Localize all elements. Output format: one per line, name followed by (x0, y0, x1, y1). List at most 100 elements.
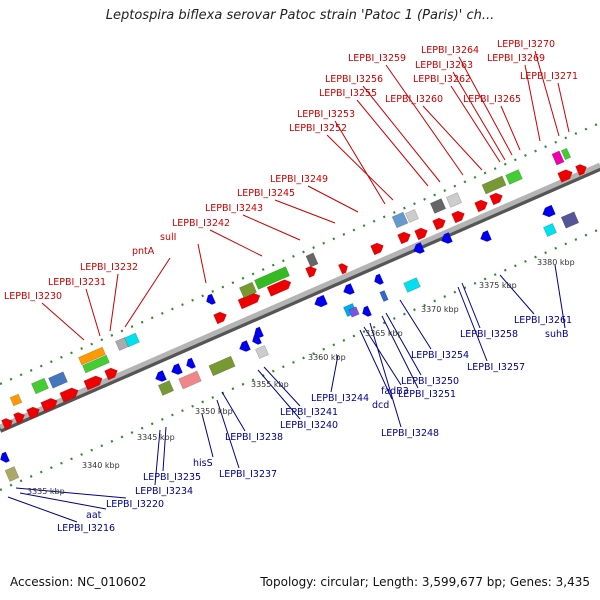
feature-box-purple[interactable] (348, 306, 360, 318)
feature-box-orange[interactable] (9, 393, 23, 407)
forward-gene-arrow[interactable] (489, 191, 505, 206)
forward-gene-arrow[interactable] (40, 396, 60, 413)
reverse-gene-arrow[interactable] (439, 232, 453, 245)
gene-label-bottom[interactable]: LEPBI_I3251 (398, 389, 456, 400)
forward-gene-arrow[interactable] (397, 230, 413, 245)
reverse-gene-arrow[interactable] (252, 326, 264, 339)
reverse-gene-arrow[interactable] (250, 333, 262, 346)
gene-label-bottom[interactable]: LEPBI_I3234 (135, 486, 193, 497)
reverse-gene-arrow[interactable] (204, 293, 216, 306)
reverse-gene-arrow[interactable] (237, 340, 251, 353)
gene-label-bottom[interactable]: LEPBI_I3237 (219, 469, 277, 480)
feature-box-lightgray[interactable] (445, 192, 463, 208)
reverse-gene-arrow[interactable] (478, 230, 492, 243)
forward-gene-arrow[interactable] (83, 374, 104, 391)
gene-label-bottom[interactable]: LEPBI_I3250 (401, 376, 459, 387)
feature-box-darkgray[interactable] (305, 252, 319, 268)
gene-label-bottom[interactable]: LEPBI_I3240 (280, 420, 338, 431)
forward-gene-arrow[interactable] (338, 262, 349, 275)
forward-gene-arrow[interactable] (266, 278, 293, 297)
gene-label-top[interactable]: LEPBI_I3255 (319, 88, 377, 99)
gene-label-top[interactable]: LEPBI_I3243 (205, 203, 263, 214)
gene-label-bottom[interactable]: LEPBI_I3220 (106, 499, 164, 510)
feature-box-lightgray[interactable] (405, 209, 419, 223)
reverse-gene-arrow[interactable] (411, 242, 425, 255)
reverse-gene-arrow[interactable] (360, 305, 372, 318)
feature-box-cyan[interactable] (124, 332, 140, 348)
gene-label-bottom[interactable]: hisS (193, 458, 213, 469)
gene-label-top[interactable]: LEPBI_I3232 (80, 262, 138, 273)
feature-box-orange[interactable] (78, 346, 106, 366)
reverse-gene-arrow[interactable] (541, 204, 556, 219)
gene-label-top[interactable]: LEPBI_I3242 (172, 218, 230, 229)
forward-gene-arrow[interactable] (414, 226, 430, 241)
gene-label-bottom[interactable]: LEPBI_I3254 (411, 350, 469, 361)
feature-box-cyan[interactable] (403, 277, 421, 293)
forward-gene-arrow[interactable] (575, 162, 588, 176)
gene-label-top[interactable]: LEPBI_I3265 (463, 94, 521, 105)
forward-gene-arrow[interactable] (26, 405, 42, 420)
gene-label-top[interactable]: LEPBI_I3269 (487, 53, 545, 64)
gene-label-top[interactable]: LEPBI_I3253 (297, 109, 355, 120)
feature-box-olive[interactable] (208, 355, 236, 377)
feature-box-green[interactable] (82, 354, 110, 374)
forward-gene-arrow[interactable] (432, 216, 448, 231)
feature-box-blue[interactable] (379, 290, 389, 302)
gene-label-bottom[interactable]: LEPBI_I3261 (514, 315, 572, 326)
forward-gene-arrow[interactable] (13, 410, 26, 424)
gene-label-bottom[interactable]: LEPBI_I3248 (381, 428, 439, 439)
feature-box-slate[interactable] (560, 211, 580, 229)
feature-box-olive[interactable] (239, 281, 257, 299)
feature-box-lightgray[interactable] (255, 345, 269, 359)
gene-label-bottom[interactable]: LEPBI_I3241 (280, 407, 338, 418)
gene-label-bottom[interactable]: fadB3 (381, 386, 409, 397)
gene-label-top[interactable]: LEPBI_I3264 (421, 45, 479, 56)
feature-box-green[interactable] (560, 147, 572, 161)
feature-box-khaki[interactable] (4, 466, 20, 482)
reverse-gene-arrow[interactable] (372, 273, 384, 286)
forward-gene-arrow[interactable] (1, 416, 14, 430)
feature-box-lightblue[interactable] (391, 211, 409, 229)
gene-label-top[interactable]: LEPBI_I3271 (520, 71, 578, 82)
gene-label-bottom[interactable]: LEPBI_I3257 (467, 362, 525, 373)
gene-label-bottom[interactable]: dcd (372, 400, 389, 411)
gene-label-bottom[interactable]: aat (86, 510, 102, 521)
feature-box-olive[interactable] (481, 175, 507, 195)
gene-label-top[interactable]: sulI (160, 232, 176, 243)
forward-gene-arrow[interactable] (474, 198, 490, 213)
reverse-gene-arrow[interactable] (153, 370, 167, 383)
reverse-gene-arrow[interactable] (313, 294, 328, 309)
reverse-gene-arrow[interactable] (184, 357, 196, 370)
gene-label-bottom[interactable]: suhB (545, 329, 569, 340)
gene-label-bottom[interactable]: LEPBI_I3258 (460, 329, 518, 340)
gene-label-top[interactable]: LEPBI_I3256 (325, 74, 383, 85)
feature-box-cyan[interactable] (543, 223, 557, 237)
forward-gene-arrow[interactable] (370, 241, 386, 256)
forward-gene-arrow[interactable] (59, 386, 80, 403)
reverse-gene-arrow[interactable] (169, 363, 183, 376)
reverse-gene-arrow[interactable] (341, 283, 355, 296)
gene-label-bottom[interactable]: LEPBI_I3238 (225, 432, 283, 443)
gene-label-top[interactable]: pntA (132, 246, 155, 257)
gene-label-top[interactable]: LEPBI_I3230 (4, 291, 62, 302)
gene-label-top[interactable]: LEPBI_I3245 (237, 188, 295, 199)
forward-gene-arrow[interactable] (305, 264, 318, 278)
gene-label-top[interactable]: LEPBI_I3231 (48, 277, 106, 288)
feature-box-steelblue[interactable] (48, 371, 68, 389)
feature-box-green[interactable] (505, 169, 523, 185)
gene-label-top[interactable]: LEPBI_I3262 (413, 74, 471, 85)
gene-label-top[interactable]: LEPBI_I3260 (385, 94, 443, 105)
forward-gene-arrow[interactable] (104, 366, 120, 381)
gene-label-top[interactable]: LEPBI_I3263 (415, 60, 473, 71)
feature-box-magenta[interactable] (551, 150, 565, 166)
feature-box-pink[interactable] (178, 370, 202, 390)
feature-box-green[interactable] (31, 377, 49, 395)
gene-label-top[interactable]: LEPBI_I3270 (497, 39, 555, 50)
gene-label-bottom[interactable]: LEPBI_I3244 (311, 393, 369, 404)
forward-gene-arrow[interactable] (451, 209, 467, 224)
gene-label-top[interactable]: LEPBI_I3252 (289, 123, 347, 134)
forward-gene-arrow[interactable] (213, 310, 229, 325)
gene-label-top[interactable]: LEPBI_I3259 (348, 53, 406, 64)
feature-box-green[interactable] (254, 266, 290, 290)
